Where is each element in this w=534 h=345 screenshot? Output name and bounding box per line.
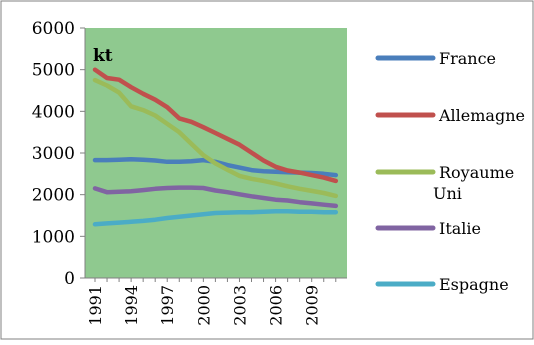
legend-label-italie: Italie bbox=[439, 219, 481, 238]
x-tick-label: 2006 bbox=[267, 285, 286, 326]
y-tick-label: 5000 bbox=[32, 61, 75, 81]
legend-label-royaume-uni: Royaume Uni bbox=[433, 163, 514, 203]
legend-label-espagne: Espagne bbox=[439, 275, 509, 294]
x-axis-ticks: 1991 1994 1997 2000 2003 2006 2009 bbox=[86, 278, 337, 326]
x-tick-label: 1994 bbox=[122, 285, 141, 326]
legend-label-allemagne: Allemagne bbox=[438, 106, 525, 125]
legend-label-france: France bbox=[439, 49, 496, 68]
x-tick-label: 2003 bbox=[230, 285, 249, 326]
x-tick-label: 1997 bbox=[158, 285, 177, 326]
y-tick-label: 1000 bbox=[32, 227, 75, 247]
y-tick-label: 2000 bbox=[32, 186, 75, 206]
y-tick-label: 6000 bbox=[32, 19, 75, 39]
y-axis-unit-label: kt bbox=[93, 46, 113, 66]
series-line-espagne bbox=[92, 209, 339, 227]
series-line-royaume-uni bbox=[92, 77, 339, 199]
series-layer bbox=[92, 67, 339, 227]
x-tick-label: 2009 bbox=[303, 285, 322, 326]
x-tick-label: 2000 bbox=[194, 285, 213, 326]
plot-area bbox=[85, 28, 347, 278]
y-tick-label: 0 bbox=[64, 269, 75, 289]
y-tick-label: 3000 bbox=[32, 144, 75, 164]
series-line-allemagne bbox=[92, 67, 339, 184]
legend: France Allemagne Royaume Uni Italie Espagne bbox=[375, 49, 525, 294]
y-tick-label: 4000 bbox=[32, 102, 75, 122]
series-line-italie bbox=[92, 185, 339, 209]
x-tick-label: 1991 bbox=[86, 285, 105, 326]
y-axis-ticks: 0 1000 2000 3000 4000 5000 6000 bbox=[32, 19, 85, 289]
